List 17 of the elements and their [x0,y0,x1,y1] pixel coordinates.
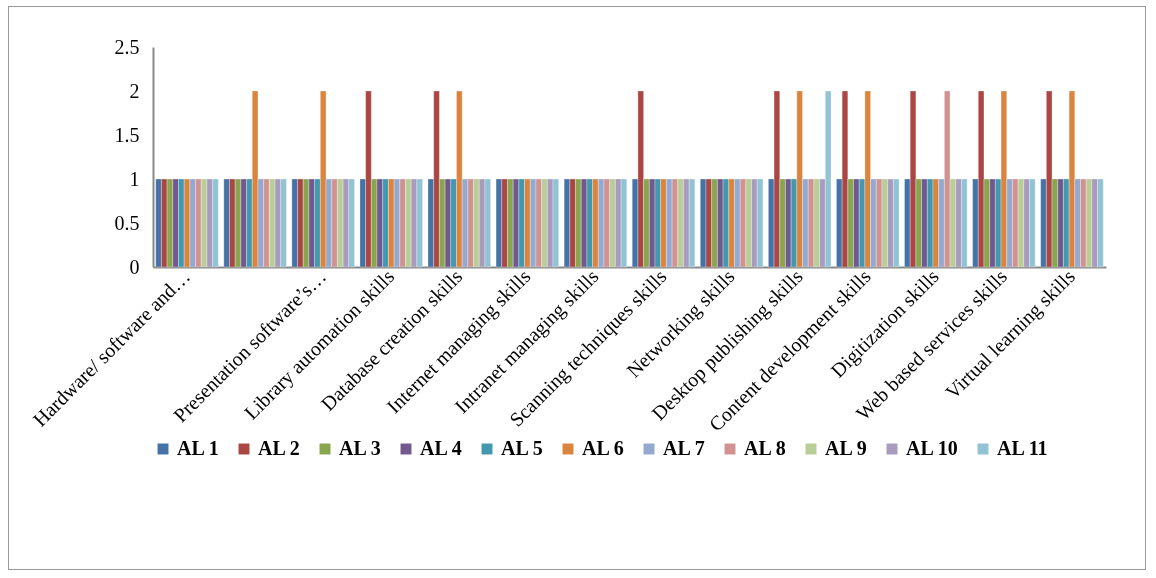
legend-label: AL 6 [582,437,624,459]
legend-label: AL 10 [906,437,958,459]
legend-label: AL 4 [420,437,462,459]
legend-label: AL 3 [339,437,381,459]
legend-label: AL 7 [663,437,705,459]
legend-label: AL 5 [501,437,543,459]
legend-label: AL 1 [177,437,219,459]
legend-label: AL 11 [997,437,1048,459]
y-tick-label: 0.5 [114,211,140,234]
legend-label: AL 8 [744,437,786,459]
y-tick-label: 2.5 [114,35,140,58]
legend-label: AL 9 [825,437,867,459]
legend-label: AL 2 [258,437,300,459]
y-tick-label: 1.5 [114,123,140,146]
y-tick-label: 2 [129,79,140,102]
y-tick-label: 0 [129,255,140,278]
y-tick-label: 1 [129,167,140,190]
